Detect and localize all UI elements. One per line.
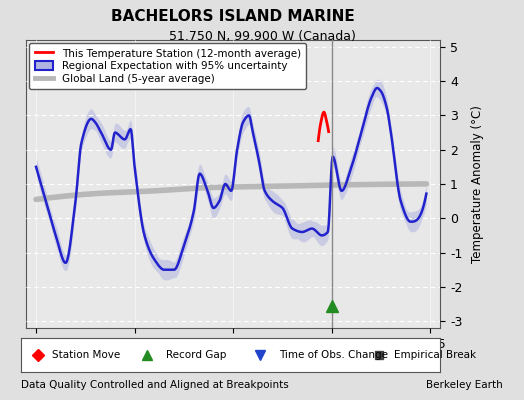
Text: 51.750 N, 99.900 W (Canada): 51.750 N, 99.900 W (Canada) xyxy=(169,30,355,43)
Text: Station Move: Station Move xyxy=(52,350,121,360)
Text: Data Quality Controlled and Aligned at Breakpoints: Data Quality Controlled and Aligned at B… xyxy=(21,380,289,390)
Text: Empirical Break: Empirical Break xyxy=(394,350,476,360)
Text: Time of Obs. Change: Time of Obs. Change xyxy=(279,350,388,360)
Title: BACHELORS ISLAND MARINE: BACHELORS ISLAND MARINE xyxy=(111,8,355,24)
Y-axis label: Temperature Anomaly (°C): Temperature Anomaly (°C) xyxy=(471,105,484,263)
Text: Berkeley Earth: Berkeley Earth xyxy=(427,380,503,390)
Legend: This Temperature Station (12-month average), Regional Expectation with 95% uncer: This Temperature Station (12-month avera… xyxy=(29,43,306,90)
Text: Record Gap: Record Gap xyxy=(166,350,226,360)
